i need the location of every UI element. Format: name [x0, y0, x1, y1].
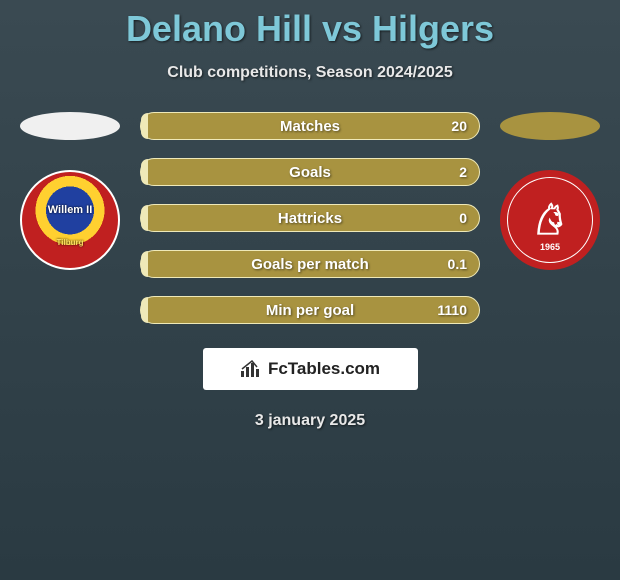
bar-fill	[141, 113, 148, 139]
bar-fill	[141, 297, 148, 323]
bar-value-right: 2	[459, 164, 467, 180]
bar-label: Goals per match	[251, 256, 369, 273]
bar-label: Hattricks	[278, 210, 342, 227]
bar-label: Min per goal	[266, 302, 354, 319]
left-team-crest: Willem II Tilburg	[20, 170, 120, 270]
page-title: Delano Hill vs Hilgers	[0, 0, 620, 50]
right-crest-year: 1965	[540, 243, 560, 253]
bar-value-right: 1110	[437, 302, 467, 318]
left-crest-sub: Tilburg	[57, 239, 84, 248]
bar-value-right: 0	[459, 210, 467, 226]
bar-value-right: 20	[451, 118, 467, 134]
stat-bar: Matches 20	[140, 112, 480, 140]
stat-bar: Goals per match 0.1	[140, 250, 480, 278]
bar-value-right: 0.1	[448, 256, 467, 272]
left-crest-name: Willem II	[48, 204, 93, 216]
bar-fill	[141, 159, 148, 185]
left-side: Willem II Tilburg	[20, 112, 120, 270]
subtitle: Club competitions, Season 2024/2025	[0, 64, 620, 82]
stat-bars: Matches 20 Goals 2 Hattricks 0 Goals per match…	[140, 112, 480, 324]
chart-icon	[240, 360, 262, 378]
right-side: ♘ 1965	[500, 112, 600, 270]
left-player-disc	[20, 112, 120, 140]
bar-fill	[141, 205, 148, 231]
horse-icon: ♘	[531, 199, 569, 241]
right-team-crest: ♘ 1965	[500, 170, 600, 270]
stat-bar: Min per goal 1110	[140, 296, 480, 324]
stat-bar: Goals 2	[140, 158, 480, 186]
stat-bar: Hattricks 0	[140, 204, 480, 232]
right-player-disc	[500, 112, 600, 140]
comparison-content: Willem II Tilburg Matches 20 Goals 2 Hattric…	[0, 112, 620, 324]
footer-date: 3 january 2025	[0, 412, 620, 430]
branding-text: FcTables.com	[268, 359, 380, 379]
bar-fill	[141, 251, 148, 277]
branding-badge: FcTables.com	[203, 348, 418, 390]
bar-label: Matches	[280, 118, 340, 135]
bar-label: Goals	[289, 164, 331, 181]
